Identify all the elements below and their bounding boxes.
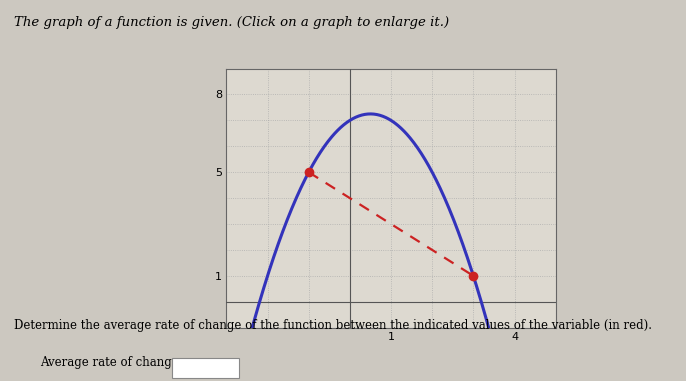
Text: Determine the average rate of change of the function between the indicated value: Determine the average rate of change of … <box>14 319 652 333</box>
Text: The graph of a function is given. (Click on a graph to enlarge it.): The graph of a function is given. (Click… <box>14 16 449 29</box>
Text: Average rate of change:: Average rate of change: <box>40 356 183 370</box>
FancyBboxPatch shape <box>172 358 239 378</box>
